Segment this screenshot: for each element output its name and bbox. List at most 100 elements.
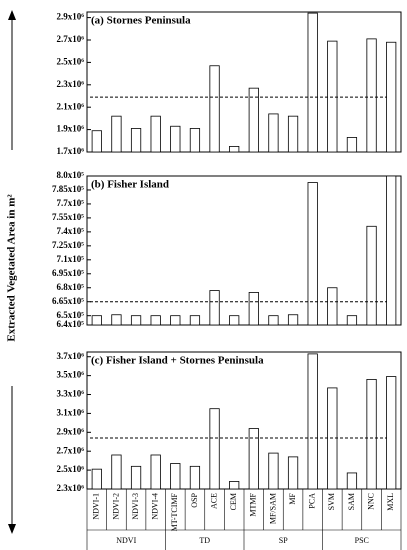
bar bbox=[307, 353, 318, 490]
panel-title: (a) Stornes Peninsula bbox=[91, 15, 191, 27]
bar bbox=[386, 175, 397, 326]
bar bbox=[248, 87, 259, 153]
y-tick-label: 2.3x10⁶ bbox=[57, 483, 85, 493]
group-label: TD bbox=[199, 536, 210, 545]
plot-frame bbox=[86, 175, 402, 326]
bar bbox=[287, 456, 299, 490]
bar bbox=[327, 287, 338, 326]
bar bbox=[209, 408, 220, 490]
bar bbox=[229, 481, 240, 490]
x-tick-label: MTMF bbox=[249, 492, 258, 516]
bar bbox=[189, 315, 201, 326]
bar bbox=[150, 315, 161, 326]
y-tick-label: 6.5x10⁵ bbox=[57, 310, 85, 320]
y-tick-label: 7.55x10⁵ bbox=[52, 212, 84, 222]
bar bbox=[111, 314, 122, 326]
bar bbox=[346, 137, 358, 153]
y-tick-label: 8.0x10⁵ bbox=[57, 170, 85, 180]
arrowhead-up bbox=[8, 10, 16, 20]
bar bbox=[229, 315, 240, 326]
y-tick-label: 2.7x10⁶ bbox=[57, 445, 85, 455]
bar bbox=[386, 376, 397, 490]
bar bbox=[209, 65, 220, 153]
bar bbox=[111, 115, 122, 153]
bar bbox=[307, 12, 318, 153]
bar bbox=[366, 38, 377, 153]
y-axis-title: Extracted Vegetated Area in m² bbox=[6, 194, 18, 342]
group-label: SP bbox=[279, 536, 288, 545]
y-tick-label: 7.7x10⁵ bbox=[57, 198, 85, 208]
bar bbox=[268, 113, 279, 153]
bar bbox=[327, 40, 338, 153]
bar bbox=[111, 454, 122, 490]
bar bbox=[209, 290, 220, 326]
bar bbox=[346, 472, 358, 490]
y-tick-label: 6.8x10⁵ bbox=[57, 282, 85, 292]
y-tick-label: 2.7x10⁶ bbox=[57, 34, 85, 44]
x-tick-label: NDVI-2 bbox=[111, 493, 120, 520]
y-tick-label: 1.9x10⁶ bbox=[57, 124, 85, 134]
bar bbox=[287, 115, 299, 153]
bar bbox=[130, 465, 142, 490]
bar bbox=[91, 130, 102, 153]
group-label: NDVI bbox=[116, 536, 136, 545]
bar bbox=[170, 463, 181, 490]
y-tick-label: 2.9x10⁶ bbox=[57, 426, 85, 436]
y-tick-label: 1.7x10⁶ bbox=[57, 146, 85, 156]
x-tick-label: CEM bbox=[229, 493, 238, 510]
y-tick-label: 2.5x10⁶ bbox=[57, 464, 85, 474]
bar bbox=[170, 315, 181, 326]
y-tick-label: 6.95x10⁵ bbox=[52, 268, 84, 278]
bar bbox=[189, 465, 201, 490]
bar bbox=[287, 314, 299, 326]
arrowhead-down bbox=[8, 524, 16, 534]
x-tick-label: NNC bbox=[366, 493, 375, 510]
y-tick-label: 3.3x10⁶ bbox=[57, 389, 85, 399]
bar bbox=[366, 378, 377, 490]
bar bbox=[346, 315, 358, 326]
y-tick-label: 3.7x10⁶ bbox=[57, 351, 85, 361]
y-tick-label: 6.65x10⁵ bbox=[52, 296, 84, 306]
x-tick-label: MXL bbox=[386, 493, 395, 511]
group-label: PSC bbox=[355, 536, 369, 545]
bar bbox=[268, 452, 279, 490]
bar bbox=[248, 292, 259, 326]
bar bbox=[386, 41, 397, 153]
bar bbox=[91, 468, 102, 490]
x-tick-label: MF/SAM bbox=[268, 493, 277, 524]
bar bbox=[130, 315, 142, 326]
bar bbox=[268, 315, 279, 326]
x-tick-label: NDVI-3 bbox=[131, 493, 140, 520]
x-tick-label: ACE bbox=[209, 493, 218, 509]
bar bbox=[150, 454, 161, 490]
panel-title: (c) Fisher Island + Stornes Peninsula bbox=[91, 355, 264, 367]
bar bbox=[150, 115, 161, 153]
bar bbox=[189, 128, 201, 153]
y-tick-label: 6.4x10⁵ bbox=[57, 319, 85, 329]
y-tick-label: 7.85x10⁵ bbox=[52, 184, 84, 194]
bar bbox=[91, 315, 102, 326]
bar bbox=[248, 428, 259, 490]
panel-title: (b) Fisher Island bbox=[91, 179, 169, 191]
x-tick-label: SAM bbox=[347, 493, 356, 510]
x-tick-label: MT-TCIMF bbox=[170, 492, 179, 531]
y-tick-label: 2.9x10⁶ bbox=[57, 12, 85, 22]
plot-frame bbox=[86, 11, 402, 153]
y-tick-label: 7.4x10⁵ bbox=[57, 226, 85, 236]
y-tick-label: 3.5x10⁶ bbox=[57, 370, 85, 380]
bar bbox=[366, 225, 377, 326]
y-tick-label: 2.1x10⁶ bbox=[57, 101, 85, 111]
bar bbox=[130, 128, 142, 153]
bar bbox=[229, 145, 240, 153]
x-tick-label: MF bbox=[288, 492, 297, 504]
x-tick-label: PCA bbox=[308, 493, 317, 509]
bar bbox=[307, 182, 318, 326]
x-tick-label: NDVI-4 bbox=[151, 493, 160, 520]
bar bbox=[170, 125, 181, 153]
y-tick-label: 3.1x10⁶ bbox=[57, 407, 85, 417]
x-tick-label: NDVI-1 bbox=[92, 493, 101, 520]
y-tick-label: 2.3x10⁶ bbox=[57, 79, 85, 89]
y-tick-label: 2.5x10⁶ bbox=[57, 56, 85, 66]
x-tick-label: SVM bbox=[327, 493, 336, 510]
